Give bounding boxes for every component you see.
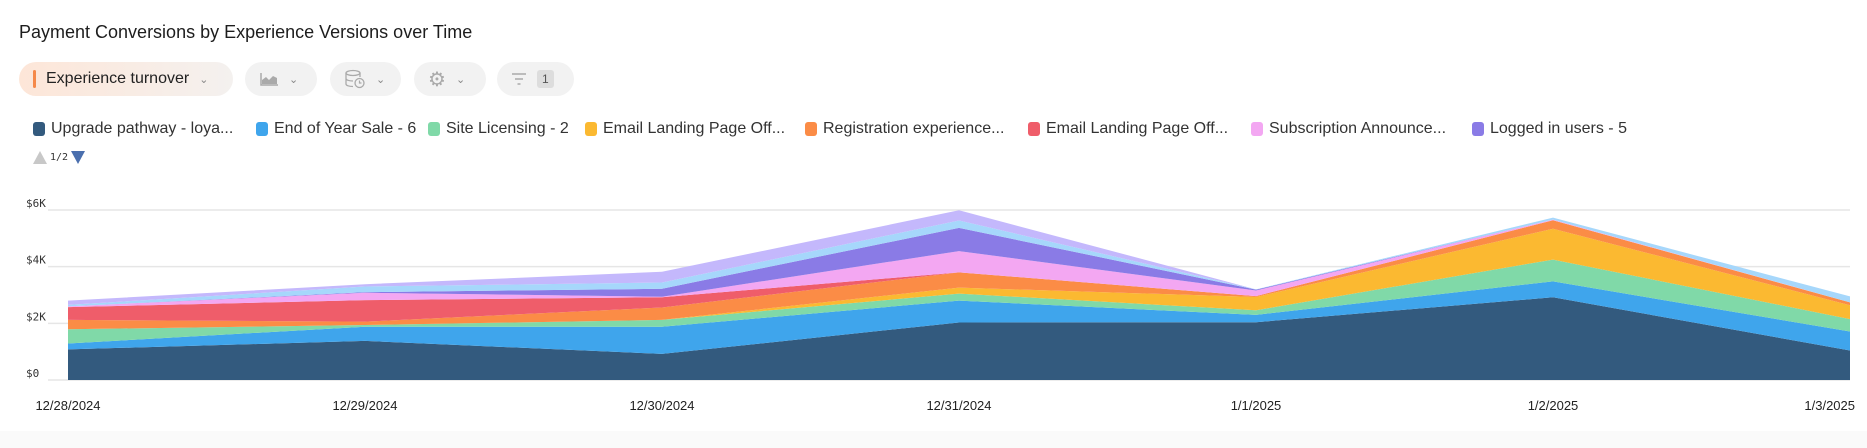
legend-item[interactable]: Logged in users - 5 [1472, 120, 1627, 138]
legend-page-indicator: 1/2 [50, 152, 69, 163]
legend-label: Subscription Announce... [1269, 120, 1447, 137]
x-tick-label: 12/29/2024 [332, 398, 397, 413]
legend-label: Email Landing Page Off... [603, 120, 786, 137]
legend-label: Site Licensing - 2 [446, 120, 569, 137]
legend-label: Registration experience... [823, 120, 1005, 137]
legend-item[interactable]: Registration experience... [805, 120, 1004, 138]
area-series-9[interactable] [68, 210, 1850, 305]
x-tick-label: 1/2/2025 [1528, 398, 1579, 413]
x-tick-label: 12/31/2024 [926, 398, 991, 413]
area-series-6[interactable] [68, 219, 1850, 308]
legend-item[interactable]: Email Landing Page Off... [1028, 120, 1228, 138]
area-series-7[interactable] [68, 219, 1850, 307]
x-tick-label: 12/28/2024 [35, 398, 100, 413]
legend-label: End of Year Sale - 6 [274, 120, 417, 137]
y-tick-label: $6K [26, 197, 46, 210]
legend-item[interactable]: Upgrade pathway - loya... [33, 120, 233, 138]
filter-icon [512, 73, 526, 85]
legend-item[interactable]: Subscription Announce... [1251, 120, 1446, 138]
chevron-down-icon: ⌄ [376, 73, 386, 86]
datasource-button[interactable]: ⌄ [330, 62, 401, 96]
legend-item[interactable]: End of Year Sale - 6 [256, 120, 416, 138]
chart-type-button[interactable]: ⌄ [245, 62, 317, 96]
x-tick-label: 1/1/2025 [1231, 398, 1282, 413]
legend-swatch [428, 122, 440, 136]
legend-item[interactable]: Site Licensing - 2 [428, 120, 569, 138]
legend-next-page-icon[interactable] [71, 151, 86, 164]
metric-color-bar [33, 70, 36, 88]
x-tick-label: 1/3/2025 [1804, 398, 1855, 413]
legend-swatch [256, 122, 268, 136]
legend-prev-page-icon[interactable] [33, 151, 47, 164]
y-tick-label: $4K [26, 254, 46, 267]
legend-label: Logged in users - 5 [1490, 120, 1627, 137]
legend-label: Upgrade pathway - loya... [51, 120, 234, 137]
database-clock-icon [345, 69, 365, 89]
settings-button[interactable]: ⚙ ⌄ [414, 62, 486, 96]
legend-swatch [805, 122, 817, 136]
filter-button[interactable]: 1 [497, 62, 574, 96]
area-series-4[interactable] [68, 220, 1850, 330]
y-tick-label: $2K [26, 310, 46, 323]
area-chart-icon [260, 73, 278, 86]
legend-label: Email Landing Page Off... [1046, 120, 1229, 137]
area-series-8[interactable] [68, 217, 1850, 307]
legend-swatch [1472, 122, 1484, 136]
x-tick-label: 12/30/2024 [629, 398, 694, 413]
legend-item[interactable]: Email Landing Page Off... [585, 120, 785, 138]
legend-swatch [33, 122, 45, 136]
area-series-5[interactable] [68, 220, 1850, 322]
filter-count-badge: 1 [537, 70, 554, 88]
area-series-0[interactable] [68, 297, 1850, 380]
legend-swatch [1251, 122, 1263, 136]
legend-swatch [1028, 122, 1040, 136]
chevron-down-icon: ⌄ [199, 73, 209, 86]
metric-label: Experience turnover [46, 70, 190, 87]
metric-selector[interactable]: Experience turnover ⌄ [19, 62, 233, 96]
footer-band [0, 431, 1867, 448]
gear-icon: ⚙ [428, 68, 446, 91]
chevron-down-icon: ⌄ [455, 73, 466, 86]
area-series-2[interactable] [68, 259, 1850, 344]
legend-pager: 1/2 [33, 151, 86, 164]
y-tick-label: $0 [26, 367, 39, 380]
chart-title: Payment Conversions by Experience Versio… [19, 22, 473, 42]
chevron-down-icon: ⌄ [289, 73, 299, 86]
legend-swatch [585, 122, 597, 136]
area-series-1[interactable] [68, 281, 1850, 354]
